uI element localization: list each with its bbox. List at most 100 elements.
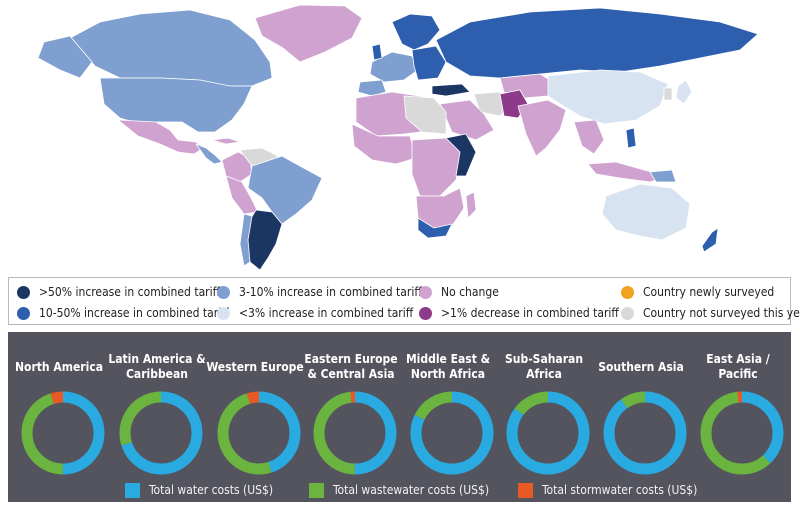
legend-label: Country newly surveyed: [643, 285, 775, 299]
donut-segment-wastewater: [700, 391, 784, 475]
legend-dot: [217, 285, 230, 299]
west-africa: [351, 123, 417, 165]
legend-item-not-surveyed: Country not surveyed this year: [621, 305, 800, 321]
legend-label: Total stormwater costs (US$): [542, 483, 698, 497]
region-title: East Asia / Pacific: [706, 352, 770, 381]
legend-item-decrease: >1% decrease in combined tariff: [419, 305, 619, 321]
legend-swatch: [518, 482, 533, 498]
western-europe: [369, 51, 419, 83]
legend-dot: [419, 285, 432, 299]
donut-chart: [506, 391, 590, 475]
donut-segment-wastewater: [21, 391, 105, 475]
philippines: [625, 127, 637, 149]
donut-segment-stormwater: [700, 391, 784, 475]
legend-dot: [17, 306, 30, 320]
donut-segment-wastewater: [313, 391, 397, 475]
region-title: Middle East & North Africa: [405, 352, 491, 381]
legend-label: >50% increase in combined tariff: [39, 285, 221, 299]
region-western-europe: Western Europe: [206, 332, 304, 475]
donut-chart: [21, 391, 105, 475]
map-legend: >50% increase in combined tariff 10-50% …: [8, 277, 800, 325]
legend-label: Country not surveyed this year: [643, 306, 800, 320]
usa: [99, 77, 253, 133]
cuba: [211, 137, 241, 145]
canada: [69, 9, 273, 87]
australia: [601, 183, 691, 241]
libya-egypt: [403, 95, 447, 135]
region-north-america: North America: [10, 332, 108, 475]
scandinavia: [391, 13, 441, 51]
russia: [435, 7, 759, 79]
donut-chart: [700, 391, 784, 475]
legend-item-gt50: >50% increase in combined tariff: [17, 284, 220, 300]
donut-chart: [313, 391, 397, 475]
donut-chart: [119, 391, 203, 475]
legend-dot: [419, 306, 432, 320]
legend-dot: [17, 285, 30, 299]
eastern-europe: [411, 45, 447, 81]
papua: [649, 169, 677, 183]
korea: [663, 87, 673, 101]
south-africa: [417, 217, 453, 239]
donut-segment-stormwater: [217, 391, 301, 475]
donut-legend-water: Total water costs (US$): [125, 482, 273, 498]
donut-segment-wastewater: [603, 391, 687, 475]
legend-label: Total water costs (US$): [149, 483, 274, 497]
donut-segment-wastewater: [506, 391, 590, 475]
brazil: [247, 155, 323, 225]
region-title: North America: [14, 359, 104, 374]
region-eastern-europe: Eastern Europe & Central Asia: [302, 332, 400, 475]
turkey: [431, 83, 471, 97]
arabia: [439, 99, 495, 141]
legend-item-newly: Country newly surveyed: [621, 284, 774, 300]
donut-segment-stormwater: [313, 391, 397, 475]
donut-chart: [217, 391, 301, 475]
region-southern-asia: Southern Asia: [592, 332, 690, 475]
region-title: Sub-Saharan Africa: [505, 352, 583, 381]
region-middle-east: Middle East & North Africa: [399, 332, 497, 475]
legend-dot: [621, 306, 634, 320]
donut-chart: [410, 391, 494, 475]
region-east-asia-pacific: East Asia / Pacific: [689, 332, 787, 475]
uk: [371, 43, 383, 61]
china: [547, 69, 669, 125]
cost-breakdown-panel: North America Latin America & Caribbean …: [8, 332, 791, 502]
legend-label: 10-50% increase in combined tariff: [39, 306, 229, 320]
legend-item-no-change: No change: [419, 284, 499, 300]
donut-chart: [603, 391, 687, 475]
region-title: Western Europe: [206, 359, 304, 374]
se-asia: [573, 119, 605, 155]
donut-segment-wastewater: [410, 391, 494, 475]
east-africa: [445, 133, 477, 177]
legend-swatch: [125, 482, 140, 498]
legend-dot: [217, 306, 230, 320]
donut-segment-water: [603, 391, 687, 475]
legend-item-10-50: 10-50% increase in combined tariff: [17, 305, 229, 321]
region-title: Southern Asia: [598, 359, 684, 374]
chile: [239, 213, 253, 267]
donut-segment-wastewater: [119, 391, 203, 475]
donut-segment-wastewater: [217, 391, 301, 475]
region-sub-saharan-africa: Sub-Saharan Africa: [495, 332, 593, 475]
alaska: [37, 35, 93, 79]
legend-label: 3-10% increase in combined tariff: [239, 285, 422, 299]
donut-legend-stormwater: Total stormwater costs (US$): [518, 482, 697, 498]
madagascar: [465, 191, 477, 219]
legend-swatch: [309, 482, 324, 498]
new-zealand: [701, 227, 719, 253]
japan: [675, 79, 693, 105]
legend-item-3-10: 3-10% increase in combined tariff: [217, 284, 422, 300]
region-latin-america: Latin America & Caribbean: [108, 332, 206, 475]
central-america: [195, 143, 223, 165]
region-title: Latin America & Caribbean: [108, 352, 206, 381]
legend-label: No change: [441, 285, 499, 299]
region-title: Eastern Europe & Central Asia: [304, 352, 398, 381]
greenland: [254, 4, 363, 63]
legend-label: Total wastewater costs (US$): [333, 483, 490, 497]
legend-dot: [621, 285, 634, 299]
legend-label: <3% increase in combined tariff: [239, 306, 414, 320]
india: [517, 99, 567, 157]
donut-legend-wastewater: Total wastewater costs (US$): [309, 482, 489, 498]
legend-item-lt3: <3% increase in combined tariff: [217, 305, 413, 321]
donut-legend: Total water costs (US$) Total wastewater…: [8, 482, 791, 498]
